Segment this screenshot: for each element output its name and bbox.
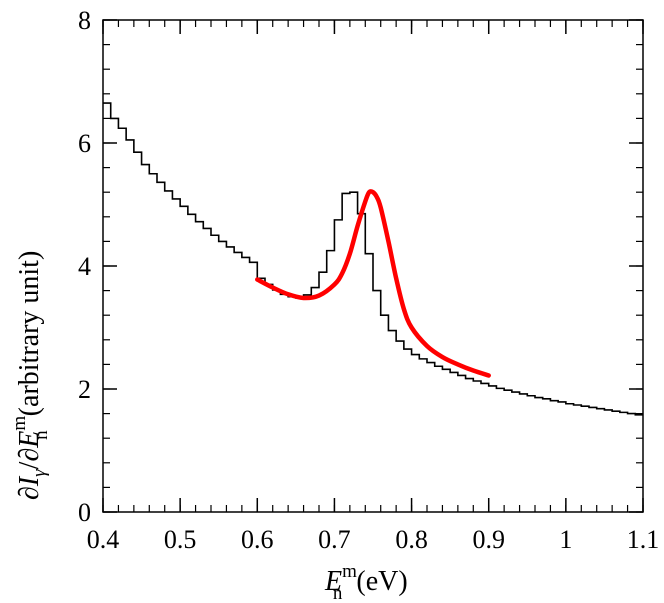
tick-labels: 0.4 0.5 0.6 0.7 0.8 0.9 1 1.1 0 2 4 6 8 [78,6,659,554]
x-title-e: E [324,566,342,597]
y-tick-label: 8 [78,6,91,35]
fit-series [255,189,491,378]
y-title-sub: n [31,430,52,440]
x-tick-label: 1.1 [627,525,660,554]
y-title-d1: ∂ [14,486,45,500]
y-title-i: I [14,475,45,487]
x-tick-label: 0.6 [241,525,274,554]
x-title-sub: n [333,583,343,603]
x-tick-label: 1 [559,525,572,554]
x-title-sup: m [342,561,357,582]
y-title-slash: / [14,461,45,469]
y-tick-label: 2 [78,375,91,404]
y-title-d2: ∂ [14,448,45,462]
ticks [102,19,644,513]
x-tick-label: 0.8 [395,525,428,554]
y-title-sup: m [9,416,30,431]
y-tick-label: 0 [78,498,91,527]
x-title-unit: (eV) [356,566,407,597]
y-tick-label: 4 [78,252,91,281]
y-title-e: E [14,431,45,449]
y-title-unit: (arbitrary unit) [14,251,45,417]
histogram-series [103,102,643,416]
fit-curve [255,189,491,378]
y-title-gamma: γ [29,469,50,477]
x-tick-label: 0.4 [87,525,120,554]
x-tick-label: 0.9 [472,525,505,554]
x-tick-label: 0.5 [164,525,197,554]
x-tick-label: 0.7 [318,525,351,554]
y-axis-title: ∂Iγ/∂Emn(arbitrary unit) [9,251,52,500]
y-tick-label: 6 [78,129,91,158]
histogram-line [103,102,643,416]
x-axis-title: Em n (eV) [324,561,408,603]
